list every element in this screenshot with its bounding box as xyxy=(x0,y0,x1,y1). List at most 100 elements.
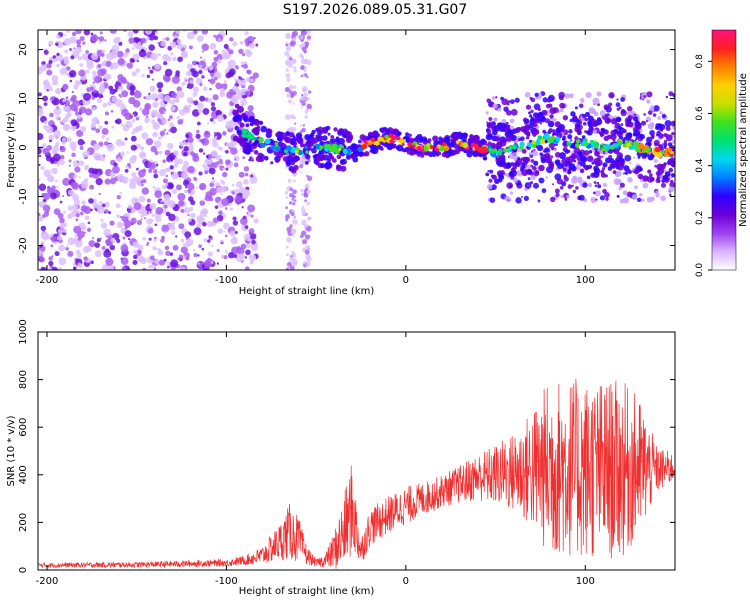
noise-speck xyxy=(124,226,128,230)
noise-speck xyxy=(90,184,93,188)
band-speck xyxy=(501,122,506,127)
band-speck xyxy=(245,150,250,155)
signal-speck xyxy=(534,92,539,97)
noise-speck xyxy=(51,266,58,270)
noise-speck xyxy=(40,266,46,270)
noise-speck xyxy=(180,266,186,270)
band-speck xyxy=(386,143,394,151)
noise-speck xyxy=(215,154,222,161)
noise-speck xyxy=(216,163,221,168)
noise-speck xyxy=(203,238,208,243)
band-speck xyxy=(270,161,274,165)
band-speck xyxy=(627,136,632,141)
noise-speck xyxy=(108,265,115,270)
band-speck xyxy=(463,149,467,154)
noise-speck xyxy=(73,266,77,270)
signal-speck xyxy=(619,182,625,188)
band-speck xyxy=(579,160,586,167)
noise-speck xyxy=(154,63,161,70)
noise-speck xyxy=(211,177,214,180)
noise-speck xyxy=(118,85,124,91)
noise-speck xyxy=(180,238,185,243)
spectrogram-frame xyxy=(37,29,676,271)
noise-speck xyxy=(255,43,259,47)
noise-speck xyxy=(92,237,95,240)
noise-speck xyxy=(73,199,81,206)
band-speck xyxy=(524,118,530,124)
stripe-speck xyxy=(300,171,303,174)
x-tick-label: 0 xyxy=(403,576,409,587)
stripe-speck xyxy=(292,179,296,183)
noise-speck xyxy=(127,162,131,167)
stripe-speck xyxy=(301,219,307,226)
noise-speck xyxy=(139,107,143,112)
noise-speck xyxy=(62,228,67,233)
noise-speck xyxy=(195,133,201,139)
noise-speck xyxy=(209,182,215,188)
noise-speck xyxy=(242,53,246,57)
noise-speck xyxy=(51,167,58,175)
noise-speck xyxy=(187,182,195,190)
noise-speck xyxy=(88,240,96,248)
noise-speck xyxy=(76,160,80,163)
noise-speck xyxy=(195,186,198,189)
noise-speck xyxy=(234,158,237,161)
band-speck xyxy=(564,140,568,144)
band-speck xyxy=(409,137,413,141)
noise-speck xyxy=(76,129,84,138)
noise-speck xyxy=(151,214,155,217)
stripe-speck xyxy=(285,253,289,257)
noise-speck xyxy=(83,256,88,261)
noise-speck xyxy=(93,152,102,161)
noise-speck xyxy=(42,95,48,102)
band-speck xyxy=(627,118,632,123)
noise-speck xyxy=(228,49,234,55)
noise-speck xyxy=(53,130,61,138)
trace-point xyxy=(490,152,494,156)
noise-speck xyxy=(38,66,44,75)
stripe-speck xyxy=(305,58,308,62)
stripe-speck xyxy=(304,183,310,189)
noise-speck xyxy=(43,124,49,130)
noise-speck xyxy=(67,214,73,220)
noise-speck xyxy=(136,220,142,226)
signal-speck xyxy=(559,186,564,190)
noise-speck xyxy=(52,55,56,59)
noise-speck xyxy=(42,64,46,68)
stripe-speck xyxy=(292,189,297,195)
trace-point xyxy=(423,146,429,152)
band-speck xyxy=(579,168,585,174)
noise-speck xyxy=(213,34,217,38)
noise-speck xyxy=(119,191,122,195)
noise-speck xyxy=(225,167,229,171)
noise-speck xyxy=(88,198,94,204)
noise-speck xyxy=(174,160,179,165)
noise-speck xyxy=(146,218,153,225)
y-tick-label: 10 xyxy=(18,92,29,105)
noise-speck xyxy=(184,189,188,194)
noise-speck xyxy=(145,138,154,146)
noise-speck xyxy=(81,200,86,205)
band-speck xyxy=(329,153,333,157)
noise-speck xyxy=(127,204,133,209)
trace-point xyxy=(609,144,615,150)
noise-speck xyxy=(163,110,167,114)
band-speck xyxy=(671,132,675,136)
noise-speck xyxy=(116,50,124,58)
noise-speck xyxy=(102,154,106,157)
noise-speck xyxy=(148,237,152,241)
noise-speck xyxy=(192,70,199,78)
noise-speck xyxy=(201,247,205,251)
noise-speck xyxy=(73,174,78,179)
stripe-speck xyxy=(292,253,296,257)
noise-speck xyxy=(185,185,188,189)
x-tick-label: -100 xyxy=(215,275,238,286)
trace-point xyxy=(391,136,396,141)
signal-speck xyxy=(524,92,531,98)
signal-speck xyxy=(493,117,498,122)
signal-speck xyxy=(519,136,525,142)
noise-speck xyxy=(155,163,159,167)
signal-speck xyxy=(649,122,655,127)
noise-speck xyxy=(244,256,248,259)
band-speck xyxy=(579,155,587,162)
